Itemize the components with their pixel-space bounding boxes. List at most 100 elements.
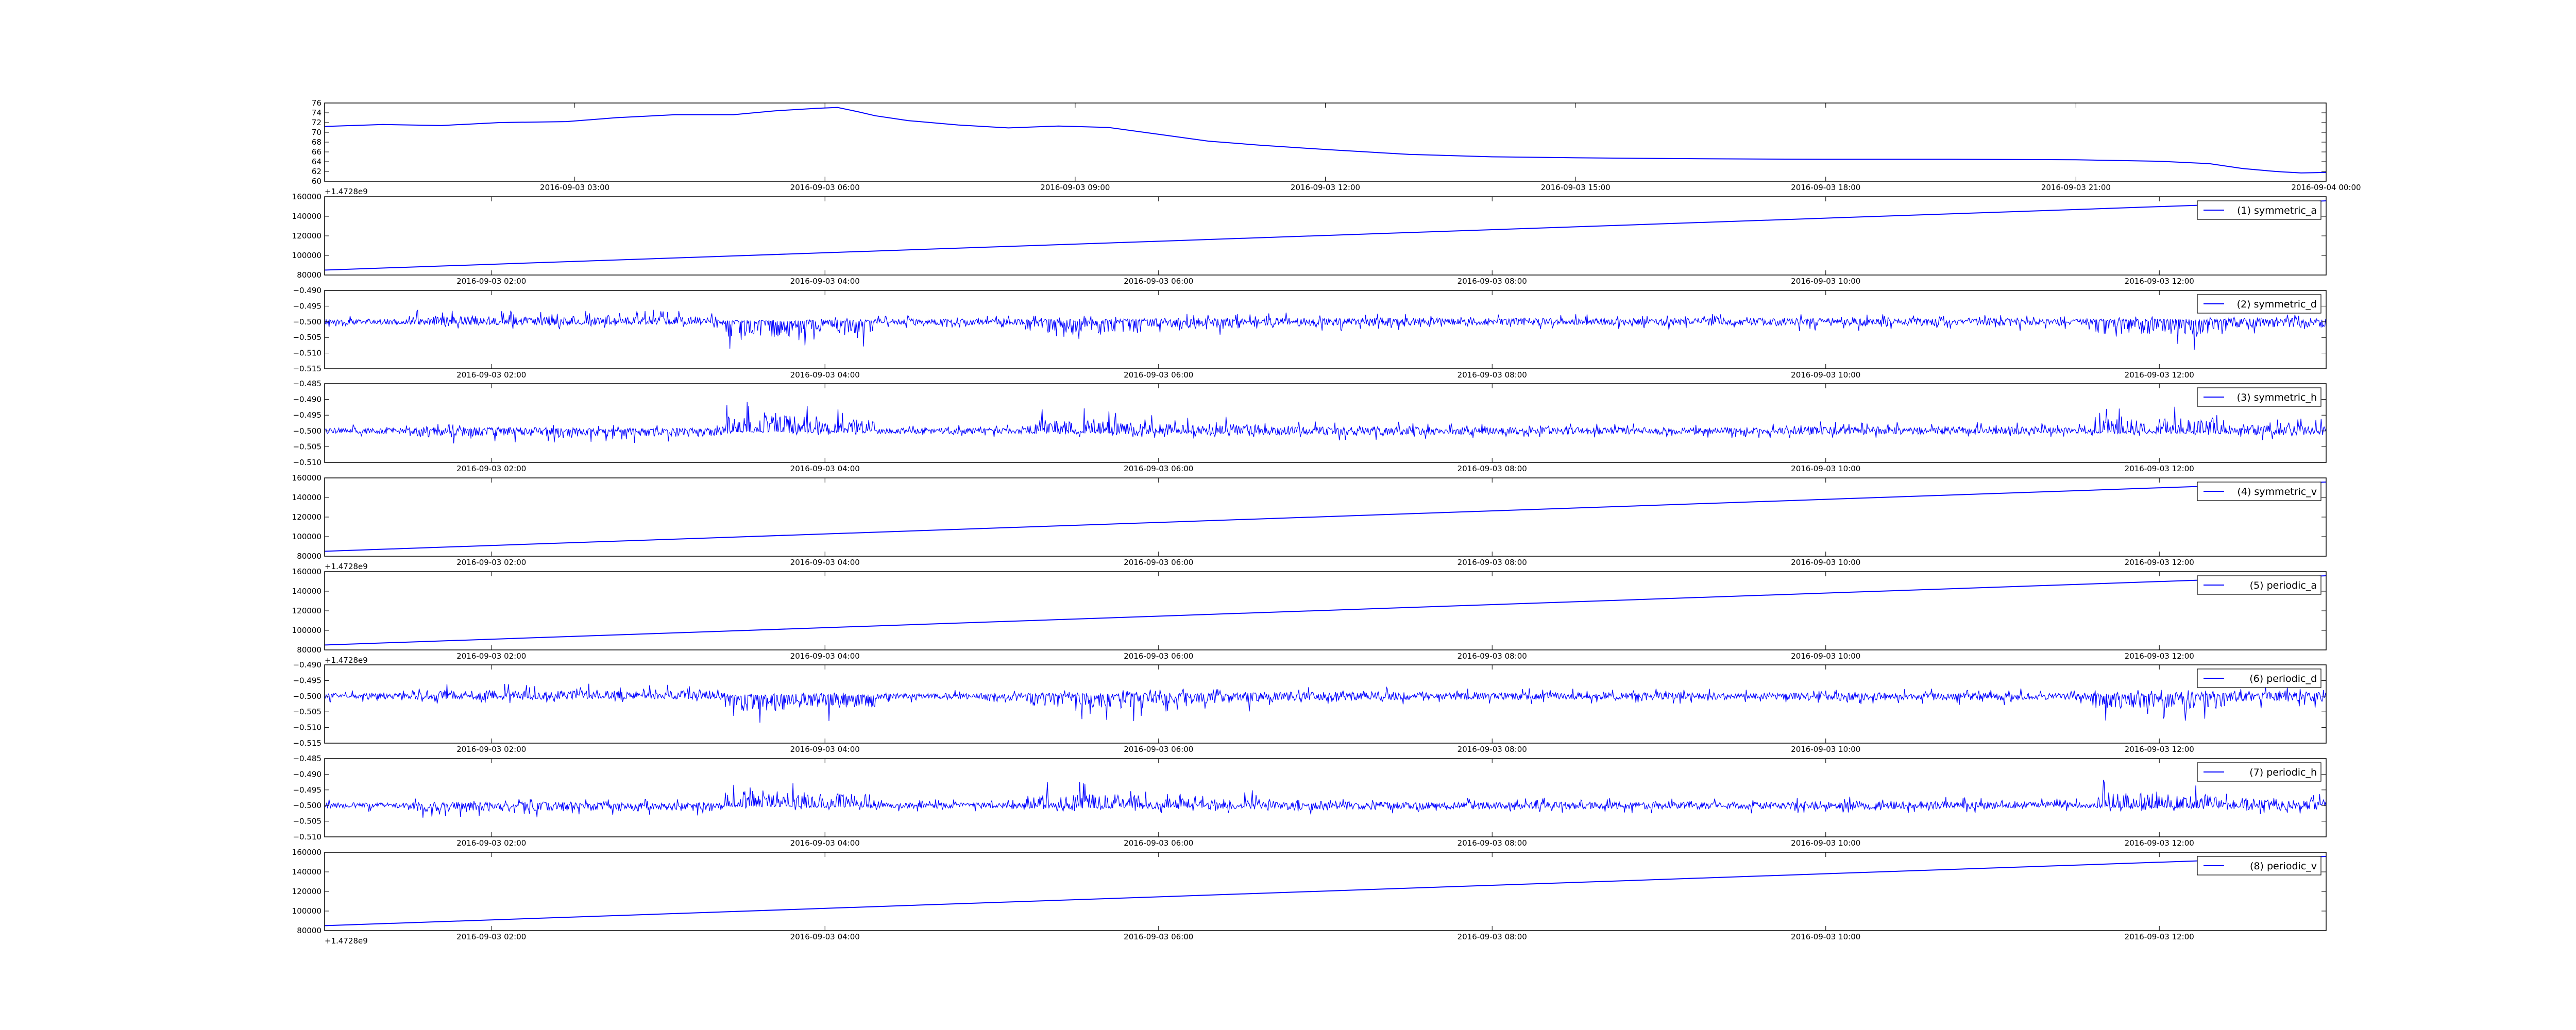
legend-label: (7) periodic_h: [2249, 767, 2317, 778]
legend-label: (2) symmetric_d: [2237, 299, 2317, 310]
y-tick-label: −0.495: [293, 301, 321, 311]
series-line: [325, 683, 2326, 723]
axis-offset-label: +1.4728e9: [325, 936, 368, 946]
y-tick-label: −0.500: [293, 692, 321, 701]
series-line: [325, 780, 2326, 818]
x-tick-label: 2016-09-03 02:00: [456, 651, 526, 661]
y-tick-label: −0.495: [293, 410, 321, 420]
x-tick-label: 2016-09-03 08:00: [1458, 932, 1527, 941]
x-tick-label: 2016-09-03 10:00: [1791, 932, 1860, 941]
x-tick-label: 2016-09-03 12:00: [2125, 277, 2194, 286]
x-tick-label: 2016-09-03 08:00: [1458, 277, 1527, 286]
y-tick-label: −0.505: [293, 817, 321, 826]
legend: (1) symmetric_a: [2197, 200, 2321, 220]
legend-label: (1) symmetric_a: [2237, 205, 2317, 216]
x-tick-label: 2016-09-03 04:00: [790, 745, 860, 754]
x-tick-label: 2016-09-03 10:00: [1791, 651, 1860, 661]
y-tick-label: 68: [312, 138, 321, 147]
y-tick-label: −0.510: [293, 458, 321, 467]
x-tick-label: 2016-09-03 04:00: [790, 932, 860, 941]
y-tick-label: 140000: [292, 212, 321, 221]
legend: (4) symmetric_v: [2197, 482, 2321, 501]
x-tick-label: 2016-09-03 06:00: [790, 183, 860, 192]
y-tick-label: −0.485: [293, 754, 321, 763]
x-tick-label: 2016-09-03 06:00: [1124, 277, 1193, 286]
legend: (2) symmetric_d: [2197, 294, 2321, 314]
y-tick-label: −0.510: [293, 832, 321, 842]
y-tick-label: 80000: [297, 552, 321, 561]
y-tick-label: 100000: [292, 251, 321, 260]
y-tick-label: 120000: [292, 887, 321, 896]
x-tick-label: 2016-09-03 02:00: [456, 277, 526, 286]
y-tick-label: −0.510: [293, 723, 321, 732]
y-tick-label: 100000: [292, 532, 321, 541]
y-tick-label: 100000: [292, 626, 321, 635]
x-tick-label: 2016-09-03 06:00: [1124, 464, 1193, 473]
x-tick-label: 2016-09-03 08:00: [1458, 651, 1527, 661]
panel-7: −0.515 −0.510 −0.505 −0.500 −0.495 −0.490 2016…: [293, 660, 2327, 754]
x-tick-label: 2016-09-03 06:00: [1124, 370, 1193, 380]
y-tick-label: 80000: [297, 645, 321, 655]
legend-box: [2197, 387, 2321, 407]
y-tick-label: 120000: [292, 231, 321, 241]
y-tick-label: −0.500: [293, 317, 321, 327]
x-tick-label: 2016-09-03 12:00: [2125, 838, 2194, 848]
y-tick-label: 70: [312, 128, 321, 137]
x-tick-label: 2016-09-03 08:00: [1458, 464, 1527, 473]
x-tick-label: 2016-09-03 12:00: [2125, 558, 2194, 567]
x-tick-label: 2016-09-03 02:00: [456, 932, 526, 941]
y-tick-label: −0.495: [293, 785, 321, 795]
legend: (8) periodic_v: [2197, 856, 2321, 876]
y-tick-label: −0.515: [293, 364, 321, 373]
x-tick-label: 2016-09-03 10:00: [1791, 370, 1860, 380]
y-tick-label: 140000: [292, 867, 321, 877]
axes-frame: [324, 383, 2327, 463]
panel-6: 80000 100000 120000 140000 160000 2016-09-03 …: [292, 567, 2327, 665]
x-tick-label: 2016-09-03 02:00: [456, 558, 526, 567]
y-tick-label: −0.490: [293, 660, 321, 670]
y-tick-label: 62: [312, 167, 321, 176]
y-tick-label: 160000: [292, 192, 321, 201]
legend-label: (3) symmetric_h: [2237, 392, 2317, 403]
x-tick-label: 2016-09-03 04:00: [790, 464, 860, 473]
x-tick-label: 2016-09-03 04:00: [790, 651, 860, 661]
y-tick-label: −0.500: [293, 426, 321, 436]
y-tick-label: 72: [312, 118, 321, 127]
panel-4: −0.510 −0.505 −0.500 −0.495 −0.490 −0.485 2016…: [293, 379, 2327, 473]
x-tick-label: 2016-09-03 02:00: [456, 838, 526, 848]
x-tick-label: 2016-09-03 04:00: [790, 277, 860, 286]
x-tick-label: 2016-09-03 10:00: [1791, 558, 1860, 567]
y-tick-label: −0.495: [293, 676, 321, 685]
y-tick-label: −0.500: [293, 801, 321, 810]
x-tick-label: 2016-09-03 10:00: [1791, 464, 1860, 473]
y-tick-label: −0.490: [293, 286, 321, 295]
x-tick-label: 2016-09-03 10:00: [1791, 277, 1860, 286]
series-line: [325, 575, 2326, 646]
y-tick-label: −0.505: [293, 442, 321, 451]
y-tick-label: 80000: [297, 270, 321, 280]
x-tick-label: 2016-09-04 00:00: [2291, 183, 2361, 192]
x-tick-label: 2016-09-03 09:00: [1040, 183, 1110, 192]
axes-frame: [324, 102, 2327, 182]
y-tick-label: 74: [312, 108, 321, 117]
y-tick-label: 160000: [292, 848, 321, 857]
panel-5: 80000 100000 120000 140000 160000 2016-09-03 …: [292, 473, 2327, 571]
panel-9: 80000 100000 120000 140000 160000 2016-09-03 …: [292, 848, 2327, 946]
x-tick-label: 2016-09-03 06:00: [1124, 651, 1193, 661]
y-tick-label: 140000: [292, 587, 321, 596]
y-tick-label: −0.485: [293, 379, 321, 388]
legend-label: (8) periodic_v: [2250, 861, 2317, 872]
panel-8: −0.510 −0.505 −0.500 −0.495 −0.490 −0.485 2016…: [293, 754, 2327, 848]
series-line: [325, 107, 2326, 174]
legend: (5) periodic_a: [2197, 575, 2321, 595]
x-tick-label: 2016-09-03 21:00: [2041, 183, 2111, 192]
y-tick-label: 160000: [292, 567, 321, 576]
x-tick-label: 2016-09-03 12:00: [2125, 464, 2194, 473]
legend-label: (6) periodic_d: [2249, 673, 2317, 684]
y-tick-label: −0.490: [293, 769, 321, 779]
x-tick-label: 2016-09-03 12:00: [2125, 745, 2194, 754]
x-tick-label: 2016-09-03 06:00: [1124, 932, 1193, 941]
y-tick-label: 76: [312, 98, 321, 108]
x-tick-label: 2016-09-03 03:00: [540, 183, 609, 192]
